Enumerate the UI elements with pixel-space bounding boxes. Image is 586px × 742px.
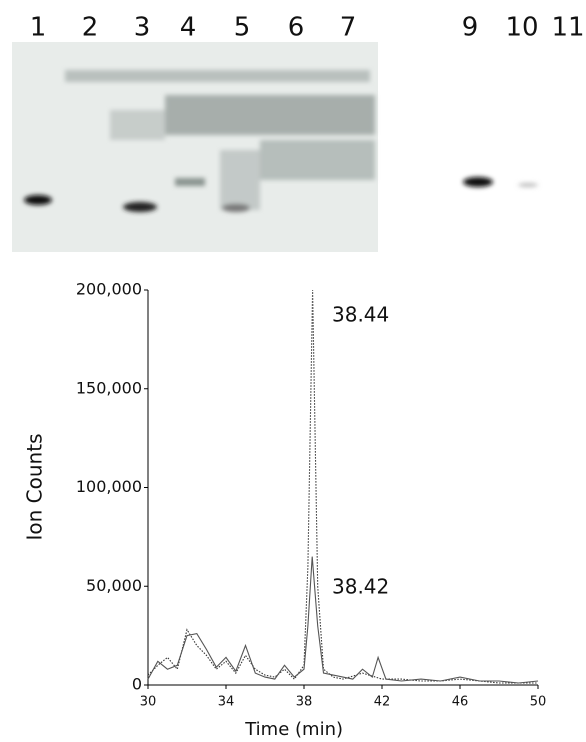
x-tick-label: 46 [452,695,469,710]
lane-label: 9 [462,13,479,43]
x-tick-label: 50 [530,695,547,710]
y-tick-label: 150,000 [76,378,142,397]
x-axis-label: Time (min) [244,719,343,740]
gel [12,42,538,252]
lane-label: 3 [134,13,151,43]
gel-bands [24,70,538,212]
lane-label: 7 [340,13,357,43]
y-tick-label: 100,000 [76,477,142,496]
lane-label: 5 [234,13,251,43]
x-tick-label: 42 [374,695,391,710]
lane-label: 6 [288,13,305,43]
y-axis-label: Ion Counts [23,434,47,541]
lane-label: 2 [82,13,99,43]
lane-labels: 1 2 3 4 5 6 7 9 10 11 [30,13,585,43]
annotation: 38.42 [332,575,389,599]
lane-label: 11 [551,13,584,43]
lane-label: 4 [180,13,197,43]
lane-label: 1 [30,13,47,43]
x-tick-label: 34 [218,695,235,710]
y-tick-label: 200,000 [76,280,142,299]
x-tick-label: 38 [296,695,313,710]
y-tick-label: 0 [132,675,142,694]
y-tick-label: 50,000 [86,576,142,595]
lane-label: 10 [505,13,538,43]
x-tick-label: 30 [140,695,157,710]
annotation: 38.44 [332,303,389,327]
trace [147,556,539,684]
trace [147,289,538,684]
